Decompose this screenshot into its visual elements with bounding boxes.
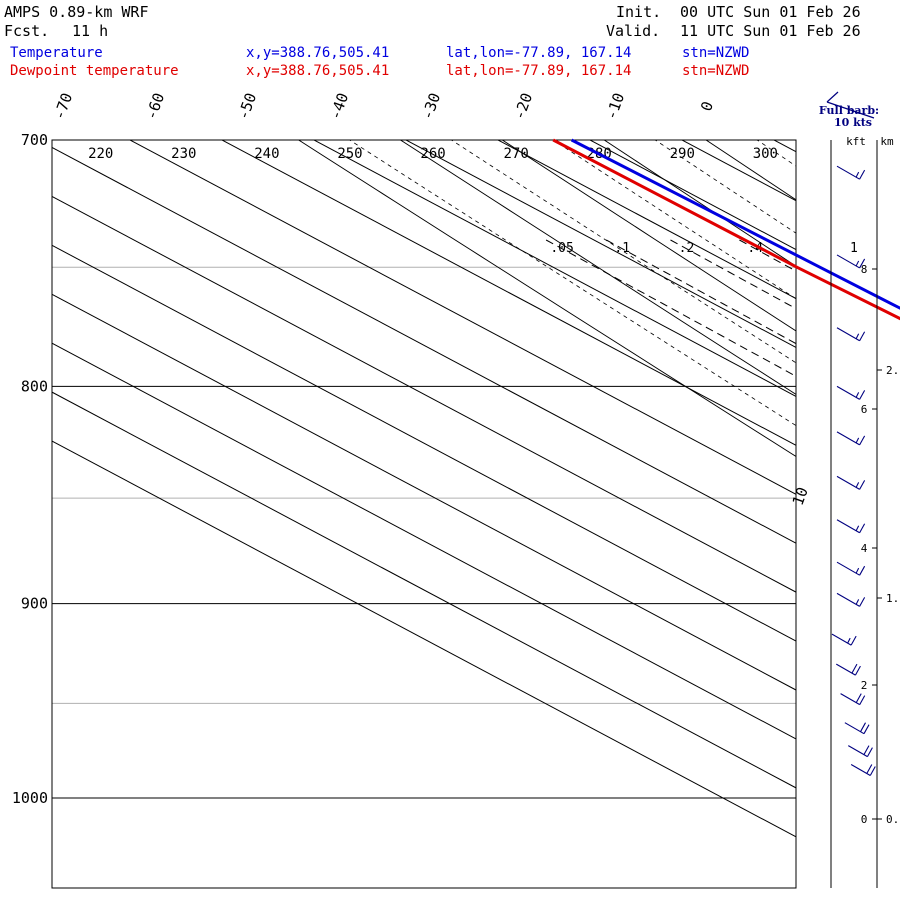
- dry-adiabat-label: 240: [254, 146, 279, 162]
- kft-axis-label: kft: [846, 135, 866, 148]
- legend-temperature-latlon: lat,lon=-77.89, 167.14: [446, 45, 632, 61]
- dry-adiabat: [793, 130, 900, 898]
- isotherm: [128, 140, 796, 495]
- wind-barb: [831, 633, 857, 646]
- km-tick-label: 0.: [886, 813, 899, 826]
- mixing-ratio-label: .2: [679, 241, 695, 256]
- series-line-dewpoint-temperature: [552, 138, 900, 321]
- isotherm: [588, 140, 796, 251]
- wind-barb: [836, 327, 866, 342]
- isotherm-label: -30: [418, 90, 444, 122]
- moist-adiabat: [756, 140, 796, 167]
- init-value: 00 UTC Sun 01 Feb 26: [680, 3, 861, 21]
- isotherm-label: -60: [142, 90, 168, 122]
- wind-barb: [848, 745, 873, 758]
- isotherm: [52, 146, 796, 544]
- wind-barb: [836, 663, 861, 676]
- kft-tick-label: 6: [861, 403, 868, 416]
- wind-barb: [844, 722, 870, 735]
- legend-dewpoint-name: Dewpoint temperature: [10, 63, 179, 79]
- km-tick-label: 2.: [886, 364, 899, 377]
- isotherm-label: 0: [697, 99, 717, 114]
- isotherm-label: -10: [602, 90, 628, 122]
- dry-adiabat-label: 250: [337, 146, 362, 162]
- dry-adiabat: [501, 140, 796, 332]
- init-label: Init.: [616, 3, 662, 21]
- dry-adiabat: [603, 140, 796, 267]
- legend-dewpoint-latlon: lat,lon=-77.89, 167.14: [446, 63, 632, 79]
- wind-barb: [836, 561, 866, 576]
- wind-barb: [836, 385, 866, 400]
- moist-adiabat: [450, 140, 796, 364]
- valid-value: 11 UTC Sun 01 Feb 26: [680, 22, 861, 40]
- mixing-ratio-label: 1: [850, 241, 858, 256]
- isotherm-label: -20: [510, 90, 536, 122]
- isotherm: [52, 391, 796, 789]
- plot-area: [52, 100, 900, 900]
- pressure-label: 900: [21, 595, 48, 613]
- forecast-label: Fcst.: [4, 22, 50, 40]
- dry-adiabat-label: 300: [753, 146, 778, 162]
- mixing-ratio-line: [545, 239, 796, 377]
- pressure-label: 1000: [12, 789, 48, 807]
- isotherm: [52, 293, 796, 691]
- isotherm-label: -50: [234, 90, 260, 122]
- isotherm: [883, 100, 900, 900]
- km-axis-label: km: [880, 135, 894, 148]
- wind-barb: [836, 254, 866, 269]
- legend-temperature-xy: x,y=388.76,505.41: [246, 45, 390, 61]
- isotherm: [52, 195, 796, 593]
- wind-barb: [850, 764, 876, 776]
- dry-adiabat-label: 260: [420, 146, 445, 162]
- pressure-label: 700: [21, 131, 48, 149]
- isotherm: [404, 140, 796, 349]
- isotherm-label: -70: [50, 90, 76, 122]
- isotherm-label: 10: [789, 485, 812, 508]
- model-title: AMPS 0.89-km WRF: [4, 3, 149, 21]
- isotherm: [312, 140, 796, 397]
- wind-barb: [836, 431, 866, 446]
- barb-legend-icon-flag: [826, 91, 839, 103]
- dry-adiabat-label: 220: [88, 146, 113, 162]
- km-tick-label: 1.: [886, 592, 899, 605]
- dry-adiabat-label: 230: [171, 146, 196, 162]
- mixing-ratio-label: .1: [614, 241, 630, 256]
- kft-tick-label: 0: [861, 813, 868, 826]
- dry-adiabat-label: 270: [503, 146, 528, 162]
- barb-legend-title: Full barb:: [819, 104, 879, 117]
- isotherm: [52, 244, 796, 642]
- wind-barb: [836, 475, 866, 490]
- legend-dewpoint-station: stn=NZWD: [682, 63, 750, 79]
- isotherm: [220, 140, 796, 446]
- dry-adiabat-label: 290: [670, 146, 695, 162]
- plot-frame: [51, 139, 797, 889]
- wind-barb: [840, 693, 866, 706]
- legend-temperature-name: Temperature: [10, 45, 103, 61]
- barb-legend-speed: 10 kts: [834, 116, 872, 129]
- wind-barb: [836, 519, 866, 534]
- moist-adiabat: [552, 140, 796, 300]
- legend-temperature-station: stn=NZWD: [682, 45, 750, 61]
- pressure-label: 800: [21, 377, 48, 395]
- wind-barb: [836, 592, 866, 607]
- isotherm: [52, 342, 796, 740]
- kft-tick-label: 8: [861, 263, 868, 276]
- legend-dewpoint-xy: x,y=388.76,505.41: [246, 63, 390, 79]
- dry-adiabat: [399, 140, 796, 395]
- barb-legend-icon: [826, 101, 875, 119]
- isotherm: [52, 440, 796, 838]
- forecast-value: 11 h: [72, 22, 109, 40]
- isotherm: [680, 140, 796, 202]
- valid-label: Valid.: [606, 22, 661, 40]
- dry-adiabat: [297, 140, 796, 458]
- isotherm-label: -40: [326, 90, 352, 122]
- dry-adiabat: [895, 130, 900, 898]
- wind-barb: [836, 165, 866, 180]
- mixing-ratio-label: .05: [550, 241, 573, 256]
- isotherm: [496, 140, 796, 300]
- kft-tick-label: 2: [861, 679, 868, 692]
- kft-tick-label: 4: [861, 542, 868, 555]
